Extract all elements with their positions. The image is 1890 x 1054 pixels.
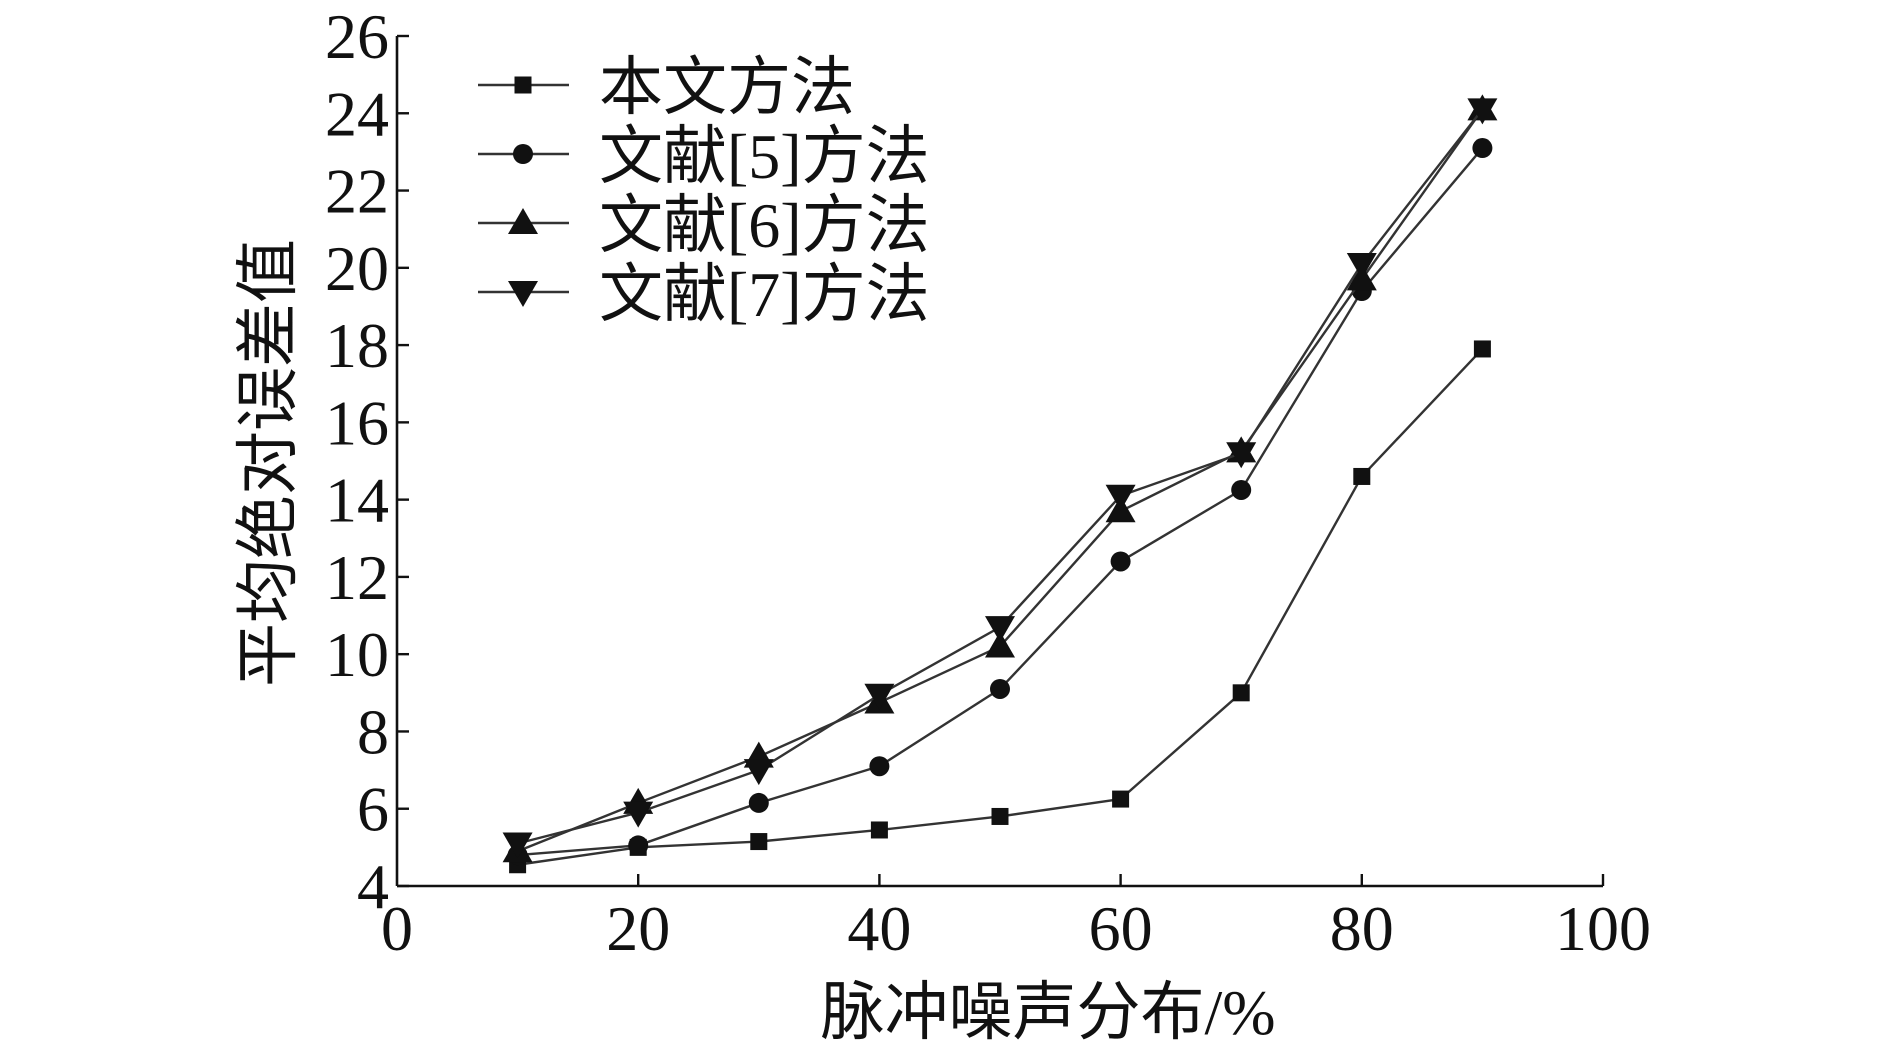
series-2-point <box>748 792 769 813</box>
x-tick-label: 0 <box>381 893 413 964</box>
legend-item-2: 文献[5]方法 <box>478 121 930 192</box>
y-tick-label: 14 <box>325 465 389 536</box>
series-4-point <box>1467 98 1498 125</box>
series-4 <box>502 98 1498 859</box>
y-tick-label: 16 <box>325 387 389 458</box>
y-tick-label: 10 <box>325 619 389 690</box>
legend-label: 文献[5]方法 <box>599 121 930 192</box>
x-tick-label: 60 <box>1089 893 1153 964</box>
x-axis-label: 脉冲噪声分布/% <box>820 977 1275 1048</box>
series-2-point <box>869 756 890 777</box>
series-2-point <box>1231 479 1252 500</box>
series-4-point <box>985 616 1015 643</box>
legend-marker-swatch <box>513 144 533 164</box>
series-1-point <box>750 833 768 851</box>
series-4-point <box>743 759 774 786</box>
y-axis-label: 平均绝对误差值 <box>233 239 304 687</box>
legend-item-1: 本文方法 <box>478 52 855 123</box>
y-tick-label: 20 <box>325 233 389 304</box>
series-2-point <box>628 835 649 856</box>
y-tick-label: 12 <box>325 542 389 613</box>
legend-label: 文献[6]方法 <box>599 190 930 261</box>
series-4-point <box>1346 252 1377 279</box>
series-1-point <box>1112 790 1130 808</box>
y-tick-label: 24 <box>325 78 389 149</box>
legend-marker-swatch <box>508 281 538 307</box>
y-tick-label: 22 <box>325 156 389 227</box>
legend-marker-swatch <box>508 208 538 234</box>
series-1-point <box>870 821 888 839</box>
legend-item-3: 文献[6]方法 <box>478 190 930 261</box>
series-1 <box>509 340 1491 874</box>
series-2-point <box>1472 138 1493 159</box>
y-tick-label: 4 <box>357 851 389 922</box>
series-1-point <box>1473 340 1491 358</box>
series-3-point <box>985 631 1015 658</box>
legend-label: 文献[7]方法 <box>599 259 930 330</box>
series-1-point <box>991 807 1009 825</box>
x-tick-label: 100 <box>1555 893 1651 964</box>
series-2-point <box>1110 551 1131 572</box>
legend-marker-swatch <box>514 76 532 94</box>
series-4-point <box>864 683 895 710</box>
legend-item-4: 文献[7]方法 <box>478 259 930 330</box>
series-4-point <box>502 832 533 859</box>
series-1-point <box>1353 467 1371 485</box>
series-2 <box>507 138 1493 866</box>
y-tick-label: 26 <box>325 1 389 72</box>
series-1-line <box>517 348 1484 866</box>
series-4-point <box>623 801 654 828</box>
series-group <box>502 94 1498 874</box>
legend-label: 本文方法 <box>599 52 855 123</box>
series-1-point <box>1232 684 1250 702</box>
axes <box>395 36 1603 888</box>
y-tick-label: 8 <box>357 696 389 767</box>
series-4-point <box>1105 484 1136 511</box>
y-tick-label: 18 <box>325 310 389 381</box>
x-tick-label: 20 <box>606 893 670 964</box>
x-tick-label: 40 <box>847 893 911 964</box>
series-4-point <box>1226 442 1257 469</box>
series-2-point <box>990 678 1010 699</box>
x-tick-label: 80 <box>1330 893 1394 964</box>
y-tick-label: 6 <box>357 774 389 845</box>
